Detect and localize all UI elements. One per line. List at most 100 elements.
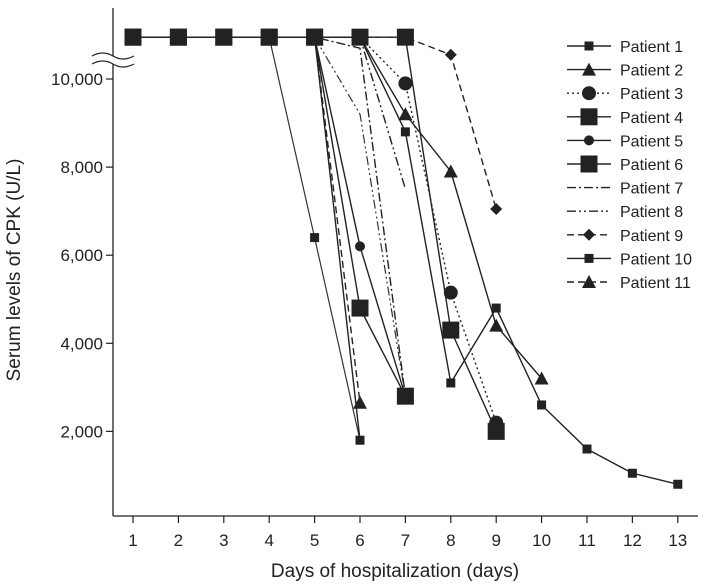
- x-tick-label: 3: [219, 531, 228, 550]
- legend-item: Patient 10: [567, 251, 692, 268]
- series-group: [124, 28, 683, 489]
- legend-item: Patient 6: [567, 155, 683, 174]
- data-point-marker: [489, 318, 504, 332]
- y-tick-label: 2,000: [60, 422, 103, 441]
- data-point-marker: [307, 30, 322, 44]
- legend-item: Patient 7: [567, 181, 683, 198]
- legend-item: Patient 8: [567, 204, 683, 221]
- data-point-marker: [398, 107, 413, 121]
- data-point-marker: [126, 30, 140, 44]
- series-5: [128, 32, 411, 402]
- legend-marker: [582, 86, 596, 101]
- y-tick-label: 6,000: [60, 246, 103, 265]
- series-7: [133, 36, 407, 397]
- legend-marker: [580, 155, 598, 173]
- data-point-marker: [351, 299, 369, 317]
- data-point-marker: [310, 233, 320, 243]
- legend-marker: [584, 253, 594, 263]
- data-point-marker: [216, 30, 231, 44]
- data-point-marker: [534, 371, 549, 385]
- series-line: [133, 36, 497, 210]
- data-point-marker: [627, 468, 637, 478]
- legend-label: Patient 2: [620, 63, 683, 80]
- data-point-marker: [537, 400, 547, 410]
- legend-marker: [582, 62, 596, 76]
- x-axis-title: Days of hospitalization (days): [271, 561, 519, 582]
- series-line: [133, 36, 407, 397]
- data-point-marker: [171, 30, 186, 44]
- data-point-marker: [355, 435, 365, 445]
- series-8: [133, 36, 407, 190]
- legend-marker: [583, 228, 595, 241]
- y-tick-label: 10,000: [51, 70, 103, 89]
- legend-label: Patient 11: [620, 275, 691, 292]
- series-line: [133, 36, 407, 397]
- series-extra-line: [314, 36, 406, 397]
- axes: [91, 8, 698, 517]
- series-2: [126, 30, 549, 385]
- legend-item: Patient 4: [567, 108, 683, 127]
- legend-label: Patient 9: [620, 228, 683, 245]
- legend: Patient 1 Patient 2 Patient 3 Patient 4 Pati…: [567, 39, 692, 292]
- data-point-marker: [399, 31, 412, 44]
- x-tick-label: 1: [128, 531, 137, 550]
- series-line: [133, 36, 678, 485]
- series-line: [133, 36, 407, 397]
- series-line: [133, 36, 543, 379]
- data-point-marker: [442, 321, 460, 339]
- series-line: [133, 36, 361, 403]
- series-line: [133, 36, 407, 190]
- legend-marker: [582, 275, 596, 288]
- x-tick-label: 9: [491, 531, 500, 550]
- series-11: [126, 30, 367, 409]
- data-point-marker: [355, 32, 365, 42]
- series-line: [133, 36, 361, 441]
- legend-item: Patient 3: [567, 86, 683, 103]
- legend-label: Patient 10: [620, 251, 692, 268]
- series-line: [133, 36, 497, 423]
- legend-label: Patient 6: [620, 157, 683, 174]
- x-tick-label: 4: [264, 531, 273, 550]
- data-point-marker: [355, 241, 365, 252]
- x-tick-label: 11: [578, 531, 596, 550]
- x-tick-label: 2: [174, 531, 183, 550]
- x-tick-label: 6: [355, 531, 364, 550]
- series-1: [128, 32, 365, 445]
- y-tick-label: 8,000: [60, 158, 103, 177]
- data-point-marker: [262, 30, 277, 44]
- legend-item: Patient 9: [567, 228, 683, 245]
- legend-marker: [584, 41, 594, 51]
- data-point-marker: [443, 164, 458, 178]
- data-point-marker: [398, 76, 413, 91]
- x-tick-label: 10: [532, 531, 551, 550]
- legend-marker: [580, 108, 598, 126]
- x-tick-label: 13: [668, 531, 687, 550]
- legend-item: Patient 1: [567, 39, 683, 56]
- data-point-marker: [400, 127, 410, 137]
- data-point-marker: [444, 48, 457, 61]
- data-point-marker: [673, 479, 683, 489]
- y-tick-label: 4,000: [60, 334, 103, 353]
- legend-label: Patient 3: [620, 86, 683, 103]
- data-point-marker: [446, 378, 456, 388]
- series-9: [127, 31, 503, 215]
- series-3: [126, 30, 504, 430]
- data-point-marker: [490, 202, 503, 215]
- data-point-marker: [582, 444, 592, 454]
- y-axis-break-mark: [91, 52, 135, 68]
- x-tick-label: 8: [446, 531, 455, 550]
- data-point-marker: [487, 422, 505, 440]
- x-tick-label: 5: [310, 531, 319, 550]
- legend-label: Patient 5: [620, 133, 683, 150]
- series-6: [124, 28, 414, 405]
- data-point-marker: [491, 303, 501, 313]
- legend-label: Patient 8: [620, 204, 683, 221]
- y-axis-title: Serum levels of CPK (U/L): [4, 159, 25, 382]
- series-extra-markers: [310, 233, 320, 243]
- legend-label: Patient 1: [620, 39, 683, 56]
- series-10: [128, 32, 683, 489]
- legend-item: Patient 11: [567, 275, 691, 292]
- x-tick-label: 7: [401, 531, 410, 550]
- legend-label: Patient 7: [620, 181, 683, 198]
